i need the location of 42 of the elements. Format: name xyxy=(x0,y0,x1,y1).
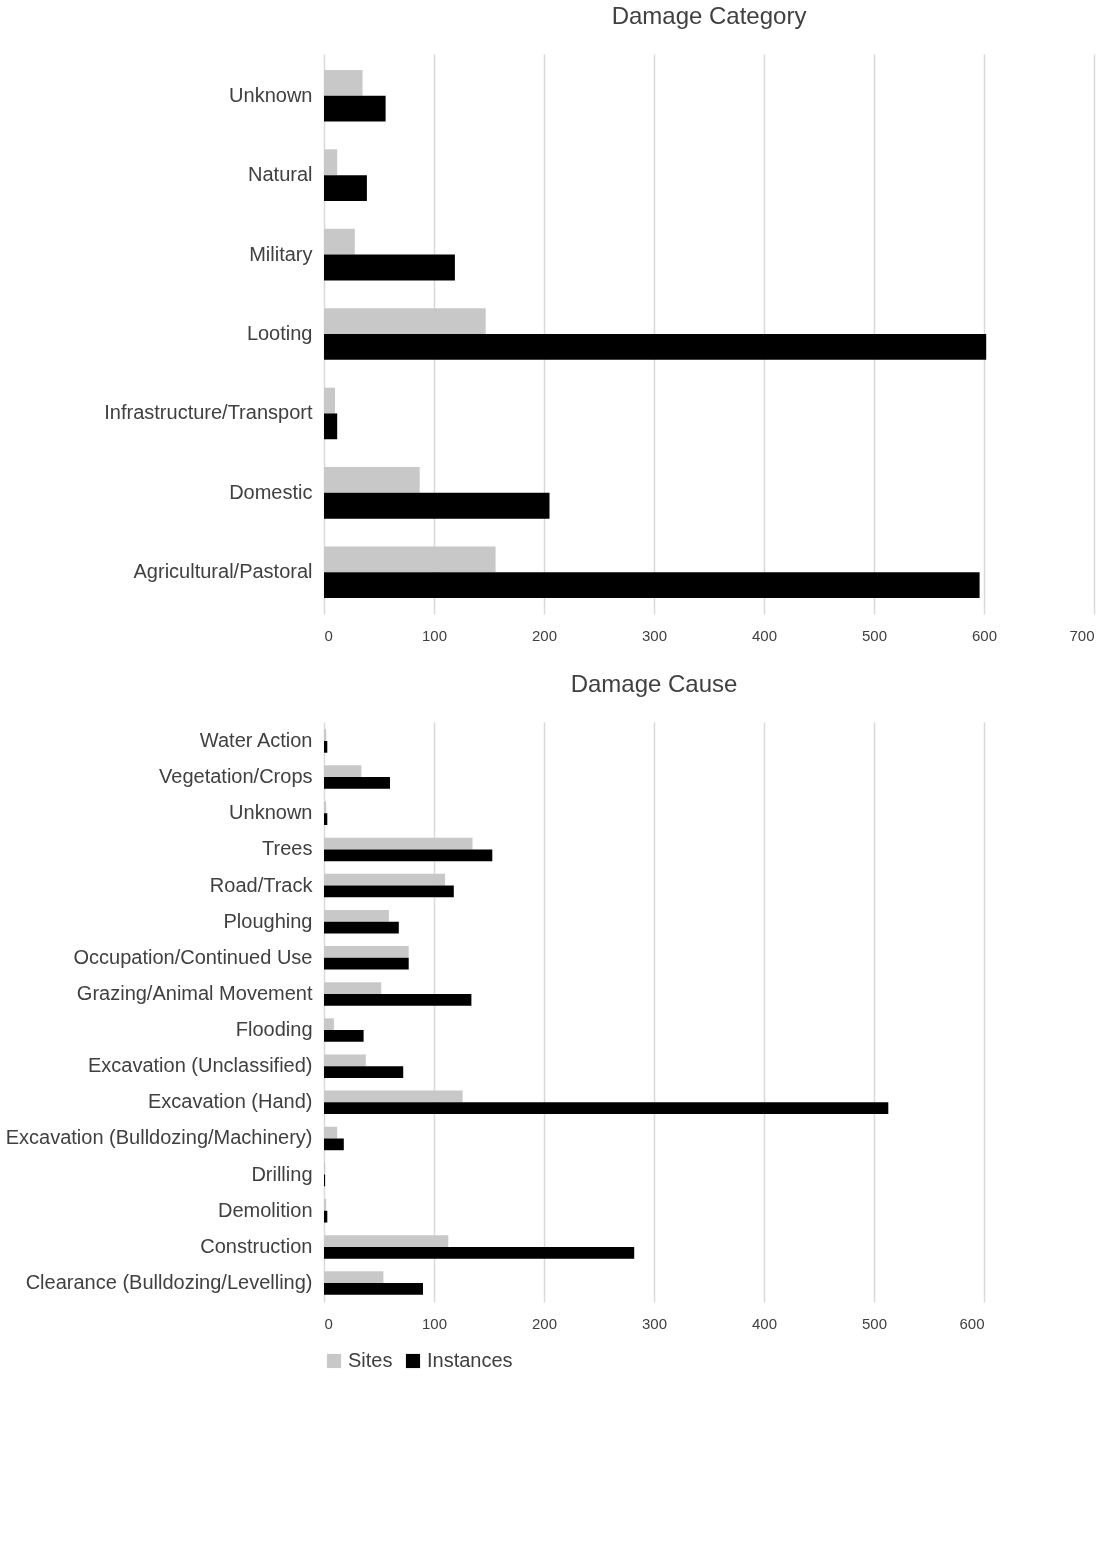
x-tick-label: 300 xyxy=(641,626,668,644)
y-tick-label: Water Action xyxy=(199,728,313,751)
x-tick-label: 100 xyxy=(421,1314,448,1332)
y-tick-label: Vegetation/Crops xyxy=(159,765,313,788)
y-tick-label: Grazing/Animal Movement xyxy=(76,981,313,1004)
x-tick-label: 500 xyxy=(861,1314,888,1332)
y-tick-label: Demolition xyxy=(218,1198,313,1221)
y-tick-label: Unknown xyxy=(229,83,313,106)
y-tick-label: Military xyxy=(249,242,313,265)
y-tick-label: Ploughing xyxy=(223,909,313,932)
y-tick-label: Drilling xyxy=(251,1162,313,1185)
y-tick-label: Trees xyxy=(262,837,313,860)
x-tick-label: 0 xyxy=(324,626,333,644)
x-tick-label: 500 xyxy=(861,626,888,644)
chart-title: Damage Category xyxy=(611,2,807,29)
x-tick-label: 300 xyxy=(641,1314,668,1332)
y-tick-label: Infrastructure/Transport xyxy=(104,401,313,424)
x-tick-label: 600 xyxy=(959,1314,985,1332)
y-tick-label: Agricultural/Pastoral xyxy=(133,560,313,583)
y-tick-label: Natural xyxy=(248,163,313,186)
x-tick-label: 400 xyxy=(751,626,778,644)
x-tick-label: 600 xyxy=(971,626,998,644)
y-tick-label: Occupation/Continued Use xyxy=(73,945,313,968)
y-tick-label: Unknown xyxy=(229,801,313,824)
y-tick-label: Excavation (Unclassified) xyxy=(87,1054,313,1077)
chart-title: Damage Cause xyxy=(570,670,738,697)
y-tick-label: Clearance (Bulldozing/Levelling) xyxy=(25,1271,313,1294)
x-tick-label: 700 xyxy=(1069,626,1095,644)
y-tick-label: Looting xyxy=(246,322,313,344)
y-tick-label: Flooding xyxy=(235,1018,313,1041)
x-tick-label: 200 xyxy=(531,626,558,644)
legend-label: Instances xyxy=(427,1349,513,1371)
legend-label: Sites xyxy=(348,1349,393,1371)
y-tick-label: Excavation (Hand) xyxy=(147,1090,313,1113)
x-tick-label: 100 xyxy=(421,626,448,644)
y-tick-label: Construction xyxy=(200,1234,313,1257)
y-tick-label: Road/Track xyxy=(209,873,314,896)
y-tick-label: Domestic xyxy=(229,480,313,503)
y-tick-label: Excavation (Bulldozing/Machinery) xyxy=(5,1126,313,1149)
x-tick-label: 0 xyxy=(324,1314,333,1332)
x-tick-label: 400 xyxy=(751,1314,778,1332)
x-tick-label: 200 xyxy=(531,1314,558,1332)
